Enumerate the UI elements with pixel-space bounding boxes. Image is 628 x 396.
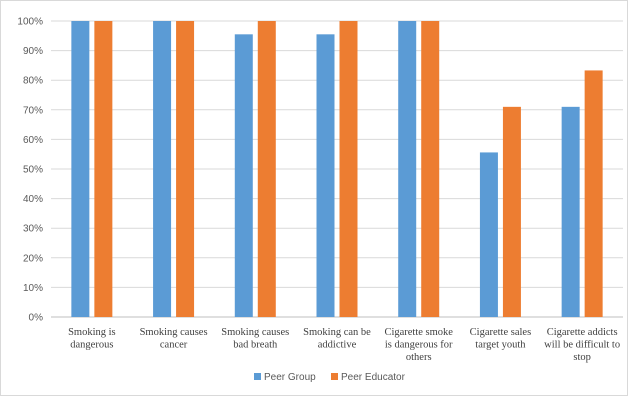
bar-peer-group [561,106,580,317]
bar-peer-group [153,21,172,317]
y-tick-label: 90% [23,46,43,57]
bar-peer-group [71,21,90,317]
bar-peer-group [479,152,498,317]
x-category-label: Smoking causes cancer [140,327,208,351]
bar-peer-group [398,21,417,317]
bar-peer-group [234,34,253,317]
x-category-label: Smoking causes bad breath [221,327,289,351]
legend: Peer Group Peer Educator [254,372,406,383]
x-category-label: Smoking can be addictive [303,327,371,351]
bar-peer-educator [176,21,195,317]
x-category-label: Cigarette addicts will be difficult to sto… [544,327,620,363]
bar-peer-educator [339,21,358,317]
bars [71,21,603,317]
bar-peer-educator [257,21,276,317]
legend-swatch [254,373,261,380]
bar-peer-educator [421,21,440,317]
legend-label: Peer Educator [341,372,406,383]
y-tick-label: 30% [23,224,43,235]
y-axis: 0% 10% 20% 30% 40% 50% 60% 70% 80% 90% 100% [17,17,43,324]
legend-label: Peer Group [264,372,316,383]
x-category-label: Cigarette smoke is dangerous for others [384,327,453,363]
legend-swatch [331,373,338,380]
y-tick-label: 100% [17,17,43,28]
bar-peer-educator [584,70,603,317]
x-category-label: Cigarette sales target youth [470,327,532,351]
y-tick-label: 20% [23,253,43,264]
y-tick-label: 50% [23,165,43,176]
y-tick-label: 80% [23,76,43,87]
bar-peer-group [316,34,335,317]
bar-peer-educator [94,21,113,317]
x-axis: Smoking is dangerous Smoking causes cancer S… [68,327,620,363]
bar-peer-educator [502,106,521,317]
y-tick-label: 0% [29,313,44,324]
y-tick-label: 60% [23,135,43,146]
y-tick-label: 70% [23,105,43,116]
y-tick-label: 10% [23,283,43,294]
gridlines [51,20,623,318]
y-tick-label: 40% [23,194,43,205]
x-category-label: Smoking is dangerous [68,327,116,351]
